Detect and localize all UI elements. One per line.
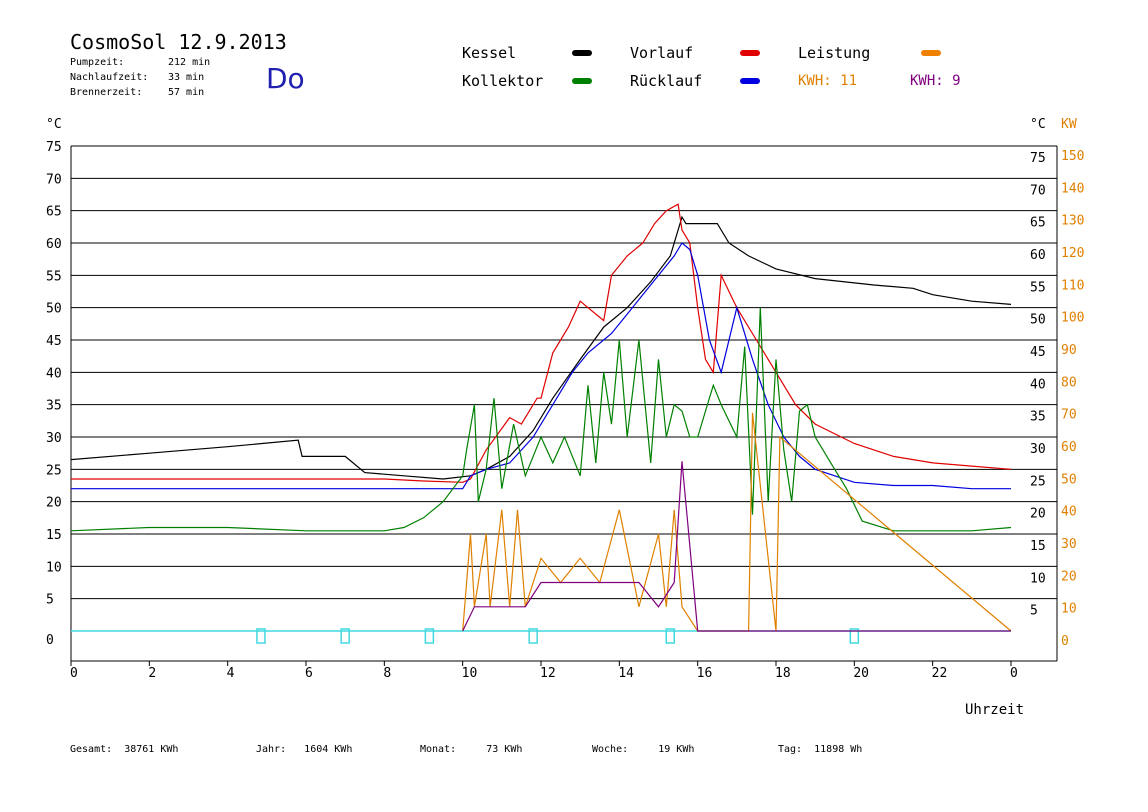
footer-woche: Woche: 19 KWh [592, 744, 695, 755]
series-kwh [462, 461, 1011, 632]
pump-marker [528, 628, 538, 644]
weekday-label: Do [266, 62, 305, 95]
chart-title: CosmoSol 12.9.2013 [70, 30, 287, 54]
kwh-second: KWH: 9 [910, 73, 961, 89]
stat-pumpzeit: Pumpzeit: 212 min [70, 57, 211, 68]
kw-tick-label: 30 [1061, 537, 1077, 552]
y-tick-label-left: 20 [46, 496, 62, 511]
x-tick-label: 0 [1010, 666, 1018, 681]
y-tick-label-left: 45 [46, 334, 62, 349]
legend-leistung-swatch [921, 50, 941, 56]
y-tick-label-left: 10 [46, 560, 62, 575]
pump-marker [849, 628, 860, 644]
y-axis-title-right: °C [1030, 117, 1046, 132]
y-tick-label-left: 15 [46, 528, 62, 543]
y-tick-label-right: 10 [1030, 571, 1046, 586]
y-tick-label-right: 65 [1030, 216, 1046, 231]
footer-jahr: Jahr: 1604 KWh [256, 744, 353, 755]
pump-marker [256, 628, 266, 644]
legend-ruecklauf: Rücklauf [630, 72, 703, 90]
y-tick-label-left: 35 [46, 399, 62, 414]
series-kollektor [70, 307, 1012, 532]
pump-marker [340, 628, 350, 644]
legend-kollektor-swatch [572, 78, 592, 84]
y-tick-label-left: 30 [46, 431, 62, 446]
y-tick-label-right: 25 [1030, 474, 1046, 489]
series-kessel [70, 215, 1012, 480]
kw-tick-label: 140 [1061, 181, 1084, 196]
y-tick-label-right: 50 [1030, 313, 1046, 328]
stat-nachlaufzeit: Nachlaufzeit: 33 min [70, 72, 205, 83]
y-tick-label-right: 45 [1030, 345, 1046, 360]
y-tick-label-right: 20 [1030, 507, 1046, 522]
y-tick-label-left: 0 [46, 633, 54, 648]
legend-vorlauf-swatch [740, 50, 760, 56]
x-axis-title: Uhrzeit [965, 702, 1024, 718]
x-tick-label: 14 [618, 666, 634, 681]
y-axis-title-left: °C [46, 117, 62, 132]
kw-tick-label: 50 [1061, 472, 1077, 487]
kw-tick-label: 120 [1061, 246, 1084, 261]
kw-tick-label: 40 [1061, 505, 1077, 520]
x-tick-label: 2 [148, 666, 156, 681]
y-tick-label-left: 65 [46, 205, 62, 220]
y-tick-label-right: 70 [1030, 183, 1046, 198]
kw-tick-label: 20 [1061, 569, 1077, 584]
series-vorlauf [71, 203, 1012, 483]
kw-tick-label: 80 [1061, 375, 1077, 390]
y-tick-label-left: 75 [46, 140, 62, 155]
kw-tick-label: 110 [1061, 278, 1084, 293]
x-tick-label: 22 [932, 666, 948, 681]
x-tick-label: 6 [305, 666, 313, 681]
kw-tick-label: 70 [1061, 408, 1077, 423]
legend-ruecklauf-swatch [740, 78, 760, 84]
x-tick-label: 10 [462, 666, 478, 681]
stat-brennerzeit: Brennerzeit: 57 min [70, 87, 205, 98]
y-tick-label-left: 70 [46, 172, 62, 187]
legend-vorlauf: Vorlauf [630, 44, 694, 62]
x-tick-label: 4 [227, 666, 235, 681]
kw-tick-label: 90 [1061, 343, 1077, 358]
y-tick-label-right: 55 [1030, 280, 1046, 295]
footer-tag: Tag: 11898 Wh [778, 744, 863, 755]
x-tick-label: 16 [697, 666, 713, 681]
y-tick-label-right: 5 [1030, 604, 1038, 619]
series-rcklauf [71, 242, 1011, 490]
legend-kollektor: Kollektor [462, 72, 544, 90]
kw-tick-label: 150 [1061, 149, 1084, 164]
y-tick-label-left: 40 [46, 366, 62, 381]
y-tick-label-right: 15 [1030, 539, 1046, 554]
y-tick-label-right: 75 [1030, 151, 1046, 166]
y-tick-label-right: 60 [1030, 248, 1046, 263]
x-tick-label: 20 [853, 666, 869, 681]
y-tick-label-right: 35 [1030, 410, 1046, 425]
x-tick-label: 0 [70, 666, 78, 681]
y-tick-label-right: 40 [1030, 377, 1046, 392]
legend-kessel-swatch [572, 50, 592, 56]
y-tick-label-left: 50 [46, 302, 62, 317]
y-tick-label-left: 25 [46, 463, 62, 478]
x-tick-label: 8 [383, 666, 391, 681]
pump-marker [665, 628, 675, 644]
legend-kessel: Kessel [462, 44, 517, 62]
kwh-leistung: KWH: 11 [798, 73, 858, 89]
kw-tick-label: 130 [1061, 214, 1084, 229]
kw-tick-label: 100 [1061, 311, 1084, 326]
x-tick-label: 12 [540, 666, 556, 681]
y-tick-label-left: 5 [46, 593, 54, 608]
kw-tick-label: 60 [1061, 440, 1077, 455]
pump-marker [424, 628, 435, 644]
y-tick-label-left: 60 [46, 237, 62, 252]
legend-leistung: Leistung [798, 44, 871, 62]
kw-axis-title: KW [1061, 117, 1077, 132]
footer-monat: Monat: 73 KWh [420, 744, 523, 755]
x-tick-label: 18 [775, 666, 791, 681]
y-tick-label-left: 55 [46, 269, 62, 284]
footer-gesamt: Gesamt: 38761 KWh [70, 744, 179, 755]
kw-tick-label: 10 [1061, 602, 1077, 617]
y-tick-label-right: 30 [1030, 442, 1046, 457]
kw-tick-label: 0 [1061, 634, 1069, 649]
